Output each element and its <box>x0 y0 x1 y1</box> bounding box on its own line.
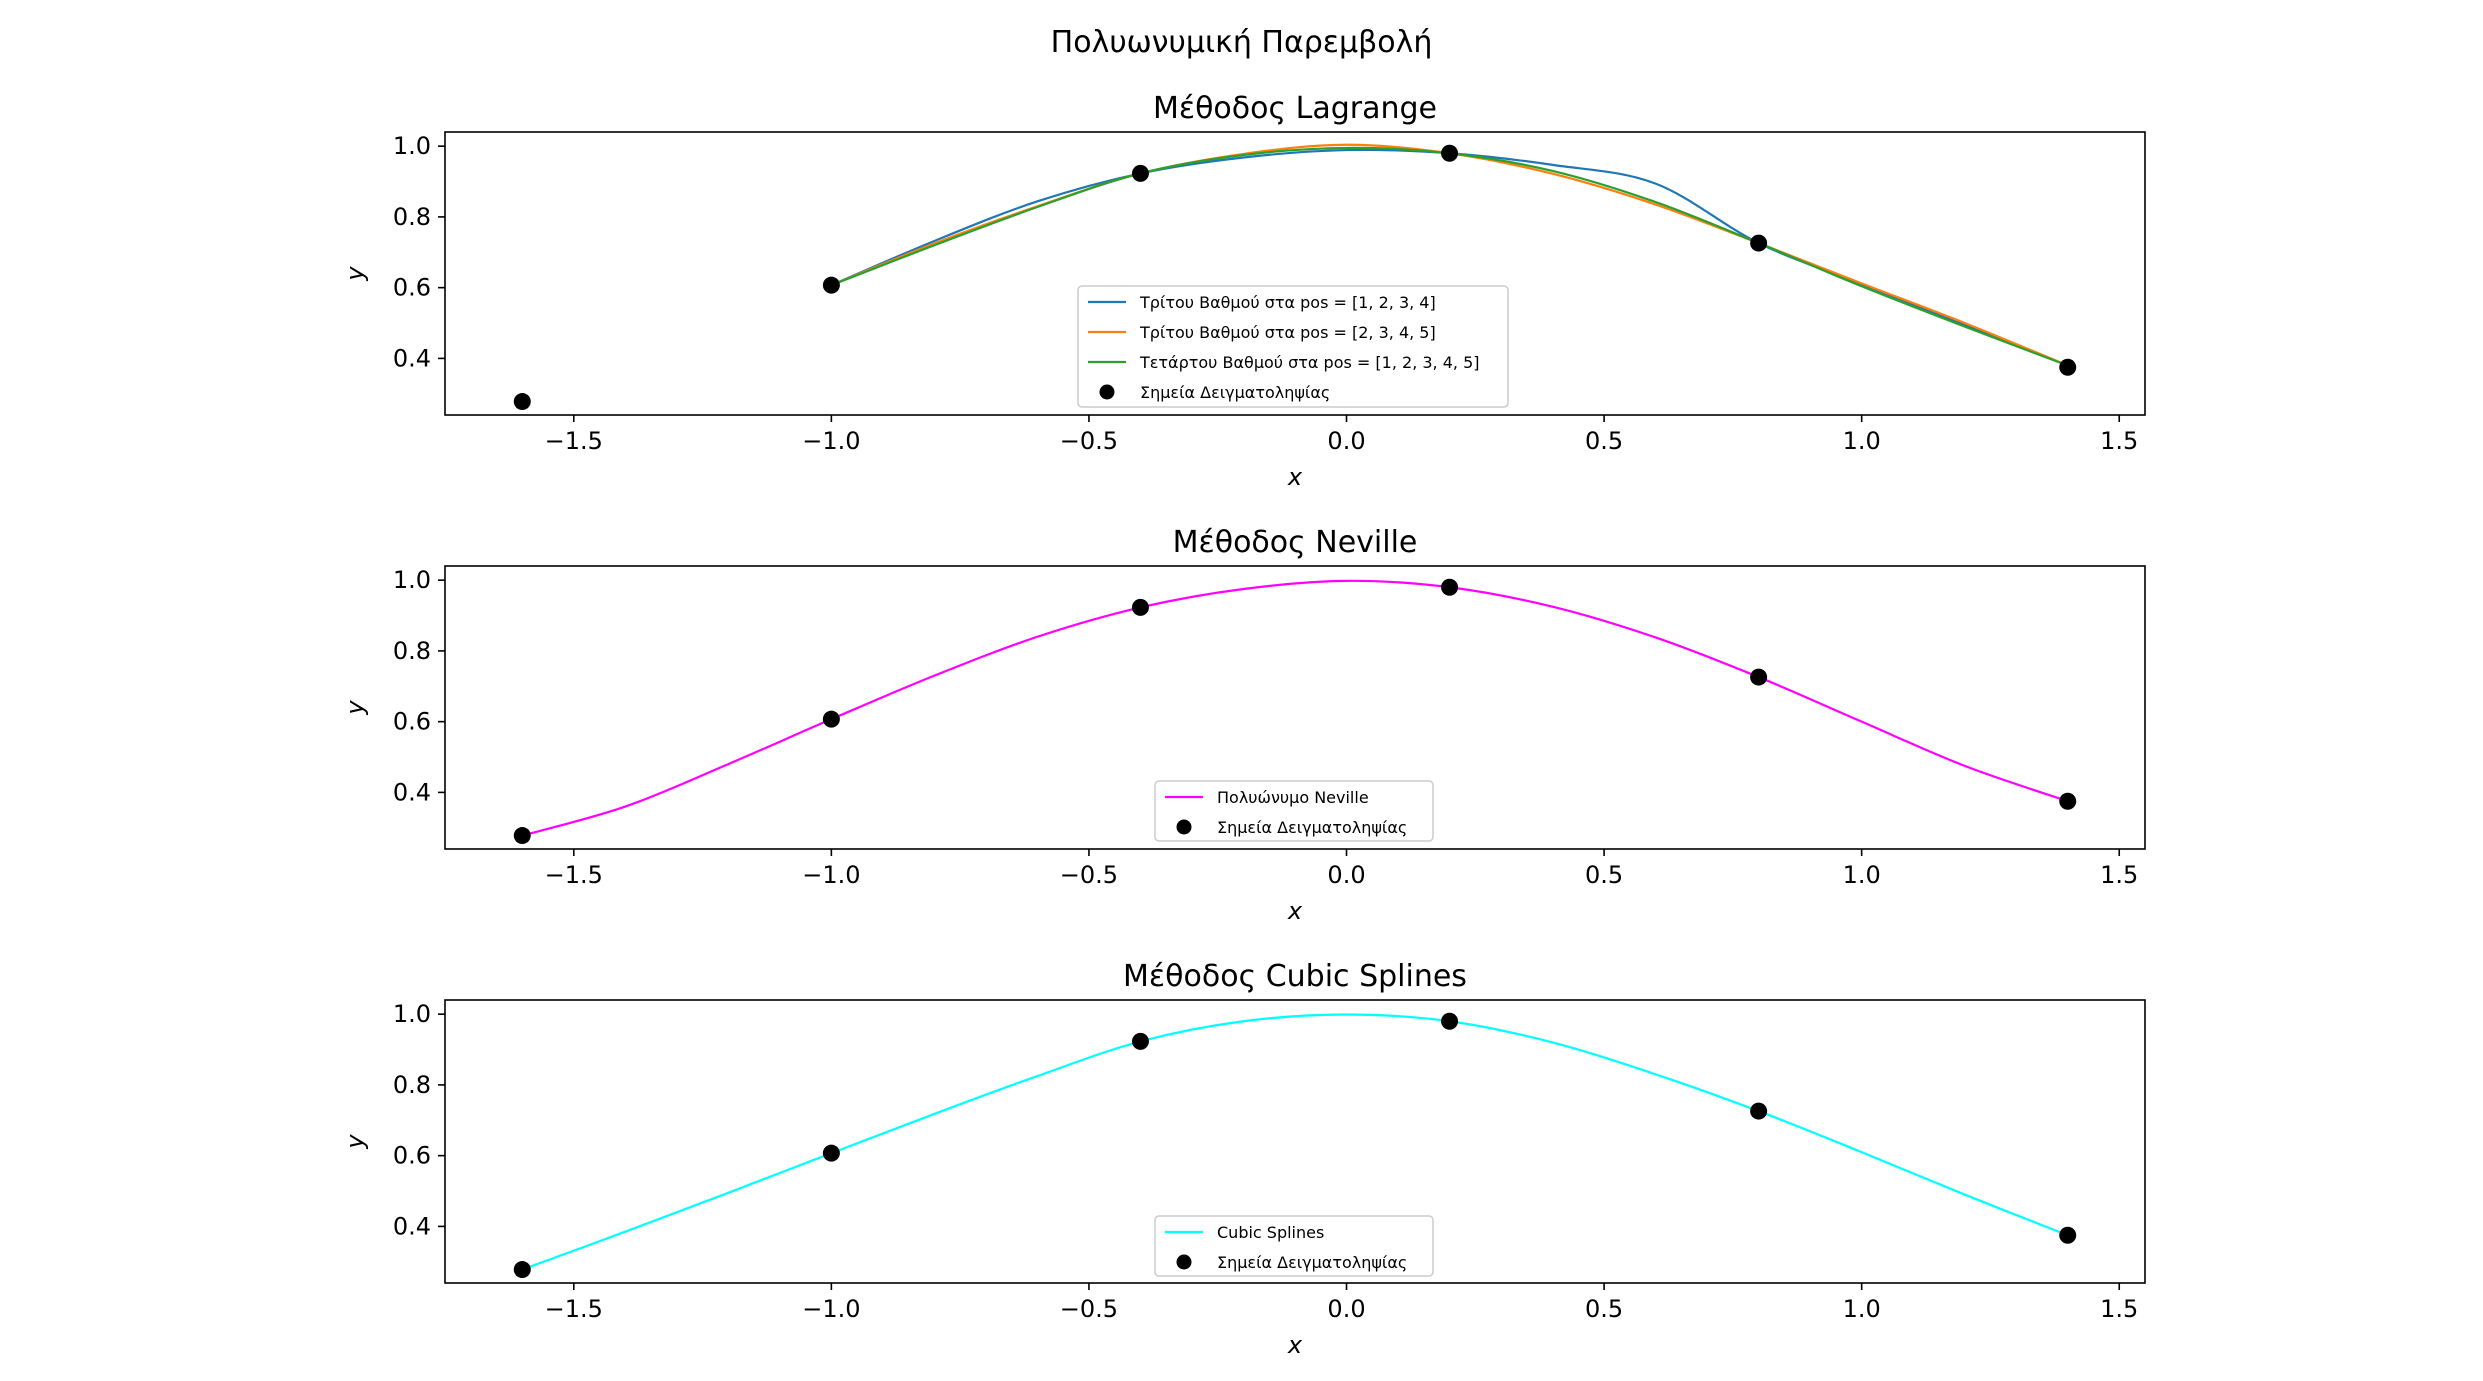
x-tick-label: 1.5 <box>2100 427 2138 455</box>
legend: Πολυώνυμο Neville Σημεία Δειγματοληψίας <box>1154 780 1434 842</box>
legend-label: Σημεία Δειγματοληψίας <box>1217 818 1407 837</box>
series-line-1 <box>521 1013 2069 1271</box>
x-tick-label: −1.0 <box>802 427 860 455</box>
legend-box <box>1154 1215 1434 1277</box>
x-tick-label: −0.5 <box>1060 427 1118 455</box>
y-tick-label: 0.8 <box>393 1071 431 1099</box>
y-tick-label: 0.4 <box>393 778 431 806</box>
x-tick-label: −0.5 <box>1060 1295 1118 1323</box>
y-tick-label: 0.6 <box>393 1142 431 1170</box>
x-tick-label: 0.5 <box>1585 861 1623 889</box>
chart-panel-1: Μέθοδος Lagrange −1.5 −1.0 −0.5 0.0 0.5 1.0 1.5… <box>341 91 2146 491</box>
y-tick-label: 1.0 <box>393 132 431 160</box>
sample-points <box>513 144 2077 411</box>
legend-label: Πολυώνυμο Neville <box>1217 788 1369 807</box>
y-tick-label: 1.0 <box>393 566 431 594</box>
sample-point <box>1441 578 1459 596</box>
sample-point <box>513 827 531 845</box>
chart-title: Μέθοδος Lagrange <box>1153 91 1437 126</box>
sample-point <box>1750 668 1768 686</box>
sample-point <box>1131 164 1149 182</box>
y-tick-label: 0.6 <box>393 708 431 736</box>
sample-point <box>822 1144 840 1162</box>
y-tick-label: 0.4 <box>393 344 431 372</box>
plot-frame <box>444 999 2146 1284</box>
x-tick-label: 0.5 <box>1585 427 1623 455</box>
x-tick-label: 0.0 <box>1327 427 1365 455</box>
sample-point <box>1750 234 1768 252</box>
legend-label: Τρίτου Βαθμού στα pos = [2, 3, 4, 5] <box>1139 323 1436 342</box>
chart-title: Μέθοδος Cubic Splines <box>1123 959 1467 994</box>
sample-point <box>1441 1012 1459 1030</box>
y-axis-label: y <box>341 1134 369 1150</box>
y-tick-label: 1.0 <box>393 1000 431 1028</box>
sample-point <box>2059 358 2077 376</box>
plot-frame <box>444 131 2146 416</box>
legend-label: Σημεία Δειγματοληψίας <box>1140 383 1330 402</box>
legend-label: Τετάρτου Βαθμού στα pos = [1, 2, 3, 4, 5… <box>1139 353 1479 372</box>
y-tick-label: 0.6 <box>393 274 431 302</box>
legend-marker-points <box>1099 384 1115 400</box>
x-tick-label: 1.5 <box>2100 1295 2138 1323</box>
sample-point <box>1131 598 1149 616</box>
y-axis-label: y <box>341 266 369 282</box>
legend: Cubic Splines Σημεία Δειγματοληψίας <box>1154 1215 1434 1277</box>
x-tick-label: −1.0 <box>802 861 860 889</box>
sample-point <box>822 710 840 728</box>
x-tick-label: −1.5 <box>545 427 603 455</box>
y-tick-label: 0.4 <box>393 1212 431 1240</box>
sample-point <box>822 276 840 294</box>
x-tick-label: −0.5 <box>1060 861 1118 889</box>
chart-title: Μέθοδος Neville <box>1173 525 1418 560</box>
x-axis-label: x <box>1287 1331 1303 1359</box>
x-axis-label: x <box>1287 463 1303 491</box>
x-tick-label: −1.5 <box>545 1295 603 1323</box>
figure-suptitle: Πολυωνυμική Παρεμβολή <box>1051 25 1433 60</box>
legend-marker-points <box>1176 1254 1192 1270</box>
series-group <box>521 1013 2069 1271</box>
x-tick-label: 1.5 <box>2100 861 2138 889</box>
x-tick-label: −1.0 <box>802 1295 860 1323</box>
series-line-1 <box>521 579 2069 837</box>
x-axis-label: x <box>1287 897 1303 925</box>
charts-container: Μέθοδος Lagrange −1.5 −1.0 −0.5 0.0 0.5 1.0 1.5… <box>341 91 2146 1359</box>
sample-points <box>513 1012 2077 1279</box>
legend-label: Τρίτου Βαθμού στα pos = [1, 2, 3, 4] <box>1139 293 1436 312</box>
chart-panel-2: Μέθοδος Neville −1.5 −1.0 −0.5 0.0 0.5 1.0 1.5 0… <box>341 525 2146 925</box>
sample-point <box>1131 1032 1149 1050</box>
legend-label: Cubic Splines <box>1217 1223 1324 1242</box>
legend-box <box>1077 285 1509 408</box>
sample-point <box>2059 792 2077 810</box>
sample-point <box>513 1261 531 1279</box>
sample-point <box>2059 1226 2077 1244</box>
series-group <box>521 579 2069 837</box>
sample-points <box>513 578 2077 845</box>
plot-frame <box>444 565 2146 850</box>
y-tick-label: 0.8 <box>393 203 431 231</box>
x-tick-label: −1.5 <box>545 861 603 889</box>
sample-point <box>513 393 531 411</box>
x-tick-label: 0.0 <box>1327 861 1365 889</box>
sample-point <box>1750 1102 1768 1120</box>
legend-label: Σημεία Δειγματοληψίας <box>1217 1253 1407 1272</box>
x-tick-label: 0.5 <box>1585 1295 1623 1323</box>
sample-point <box>1441 144 1459 162</box>
x-tick-label: 1.0 <box>1843 427 1881 455</box>
x-tick-label: 0.0 <box>1327 1295 1365 1323</box>
y-axis-label: y <box>341 700 369 716</box>
x-tick-label: 1.0 <box>1843 1295 1881 1323</box>
chart-panel-3: Μέθοδος Cubic Splines −1.5 −1.0 −0.5 0.0 0.5 1… <box>341 959 2146 1359</box>
legend-marker-points <box>1176 819 1192 835</box>
legend: Τρίτου Βαθμού στα pos = [1, 2, 3, 4] Τρίτ… <box>1077 285 1509 408</box>
legend-box <box>1154 780 1434 842</box>
y-tick-label: 0.8 <box>393 637 431 665</box>
x-tick-label: 1.0 <box>1843 861 1881 889</box>
